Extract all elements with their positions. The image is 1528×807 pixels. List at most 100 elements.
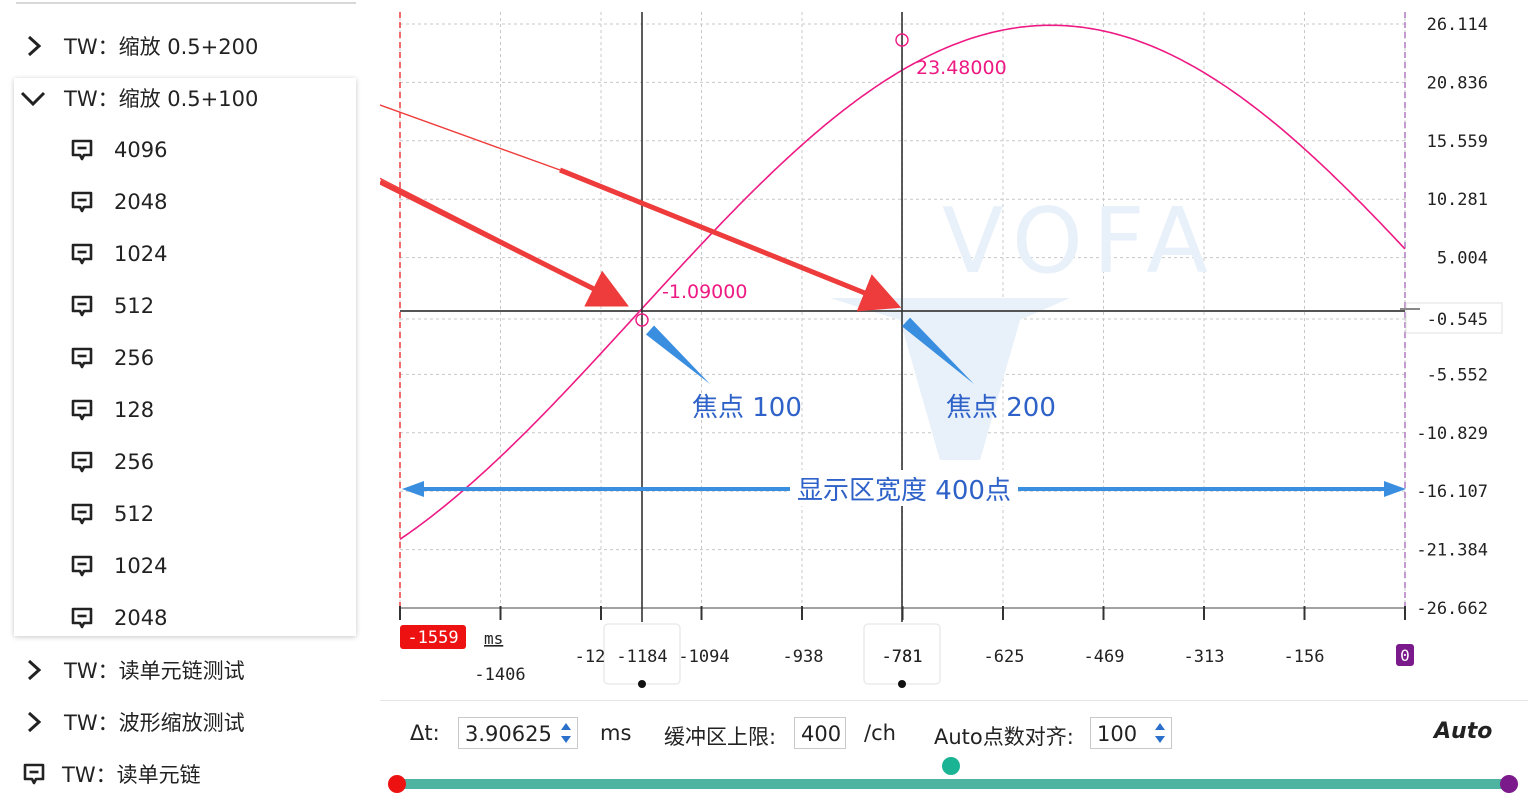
y-tick-label: -26.662 [1416, 599, 1488, 619]
y-tick-label: -0.545 [1427, 310, 1488, 330]
tree-node-label: TW：缩放 0.5+100 [64, 87, 259, 111]
y-tick-label: -21.384 [1416, 541, 1488, 561]
watermark-logo [830, 298, 1070, 460]
x-tick-label: -156 [1284, 647, 1325, 667]
bottom-toolbar: Δt: 3.90625 ms 缓冲区上限: 400 /ch Auto点数对齐: … [380, 700, 1528, 807]
align-spinner-icon[interactable] [1152, 717, 1168, 749]
x-start-badge [400, 625, 466, 649]
y-tick-label: -16.107 [1416, 482, 1488, 502]
x-tick-label: -313 [1184, 647, 1225, 667]
waveform-plot[interactable]: VOFA -1184 -781 26.114 20.836 15.559 10.281 5… [249, 0, 1528, 700]
align-label: Auto点数对齐: [934, 725, 1074, 749]
tree-leaf-label: 2048 [114, 606, 168, 630]
align-input[interactable]: 100 [1090, 717, 1172, 749]
message-icon [70, 190, 114, 214]
vofa-watermark: VOFA [830, 189, 1218, 460]
chevron-right-icon[interactable] [24, 711, 64, 733]
buffer-label: 缓冲区上限: [664, 725, 777, 749]
cursor-1-handle [638, 680, 646, 688]
tree-leaf-item[interactable]: 512 [70, 492, 154, 536]
tree-leaf-label: 128 [114, 398, 155, 422]
annotation-focus-200: 焦点 200 [946, 393, 1056, 423]
tree-node-read-chain[interactable]: TW：读单元链 [22, 752, 201, 796]
tree-leaf-item[interactable]: 1024 [70, 232, 167, 276]
range-slider-center-handle[interactable] [942, 757, 960, 775]
range-slider-track[interactable] [396, 779, 1510, 789]
message-icon [70, 294, 114, 318]
y-tick-label: 26.114 [1427, 15, 1488, 35]
dt-spinner-icon[interactable] [558, 717, 574, 749]
width-arrow-right-head [1384, 481, 1406, 497]
buffer-unit: /ch [864, 721, 896, 745]
annotation-focus-100: 焦点 100 [692, 393, 802, 423]
tree-leaf-item[interactable]: 2048 [70, 596, 167, 640]
tree-node-label: TW：缩放 0.5+200 [64, 35, 259, 59]
dt-input[interactable]: 3.90625 [458, 717, 578, 749]
message-icon [70, 346, 114, 370]
blue-arrow-focus-100 [645, 325, 710, 384]
tree-node-zoom-200[interactable]: TW：缩放 0.5+200 [24, 24, 258, 68]
marker-2-value: 23.48000 [916, 57, 1007, 79]
tree-leaf-label: 2048 [114, 190, 168, 214]
message-icon [70, 554, 114, 578]
tree-leaf-item[interactable]: 2048 [70, 180, 167, 224]
tree-leaf-label: 512 [114, 294, 155, 318]
tree-leaf-item[interactable]: 128 [70, 388, 154, 432]
range-slider-end-handle[interactable] [1500, 775, 1518, 793]
tree-node-waveform-zoom-test[interactable]: TW：波形缩放测试 [24, 700, 245, 744]
cursor-2-value: -781 [882, 647, 923, 667]
x-end-value: 0 [1400, 646, 1410, 665]
chevron-down-icon[interactable] [20, 89, 64, 107]
tree-leaf-item[interactable]: 1024 [70, 544, 167, 588]
dt-label: Δt: [410, 721, 440, 745]
divider [16, 2, 356, 4]
auto-button[interactable]: Auto [1434, 719, 1493, 744]
tree-node-read-chain-test[interactable]: TW：读单元链测试 [24, 648, 245, 692]
message-icon [70, 450, 114, 474]
blue-arrow-focus-200 [901, 317, 974, 384]
tree-leaf-item[interactable]: 256 [70, 336, 154, 380]
tree-leaf-item[interactable]: 4096 [70, 128, 167, 172]
range-slider-start-handle[interactable] [388, 775, 406, 793]
cursor-2-handle [898, 680, 906, 688]
tree-leaf-label: 4096 [114, 138, 168, 162]
cursor-layer[interactable]: -1184 -781 [603, 12, 941, 688]
y-tick-label: 20.836 [1427, 73, 1488, 93]
align-value: 100 [1097, 722, 1138, 746]
marker-1-value: -1.09000 [662, 281, 747, 303]
y-tick-label: -5.552 [1427, 365, 1488, 385]
tree-leaf-label: 512 [114, 502, 155, 526]
dt-value: 3.90625 [465, 722, 552, 746]
tree-node-zoom-100[interactable]: TW：缩放 0.5+100 [20, 76, 258, 120]
tree-node-label: TW：读单元链 [62, 763, 201, 787]
width-label-bg [790, 470, 1018, 506]
chevron-right-icon[interactable] [24, 35, 64, 57]
expanded-node-container [14, 78, 356, 636]
tree-leaf-label: 1024 [114, 554, 168, 578]
tree-leaf-label: 1024 [114, 242, 168, 266]
y-zero-badge [1405, 302, 1503, 334]
message-icon [70, 606, 114, 630]
message-icon [70, 138, 114, 162]
y-tick-label: 5.004 [1437, 249, 1488, 269]
x-tick-label-partial: -12 [575, 647, 606, 667]
tree-node-label: TW：读单元链测试 [64, 659, 245, 683]
dt-unit: ms [600, 721, 632, 745]
tree-leaf-label: 256 [114, 450, 155, 474]
red-arrow-focus-200-thin [249, 57, 561, 171]
tree-leaf-item[interactable]: 512 [70, 284, 154, 328]
message-icon [70, 502, 114, 526]
x-axis-ticks: -1094 -938 -781 -625 -469 -313 -156 -1406 -12 -15… [399, 606, 1414, 685]
x-start-value: -1559 [407, 628, 458, 648]
message-icon [22, 762, 62, 786]
x-tick-label: -1094 [678, 647, 729, 667]
chevron-right-icon[interactable] [24, 659, 64, 681]
y-tick-label: 10.281 [1427, 190, 1488, 210]
tree-leaf-item[interactable]: 256 [70, 440, 154, 484]
x-end-badge [1396, 644, 1414, 666]
watermark-text: VOFA [942, 189, 1218, 294]
tree-leaf-label: 256 [114, 346, 155, 370]
waveform-canvas[interactable]: VOFA -1184 -781 26.114 20.836 15.559 10.281 5… [249, 0, 1528, 700]
buffer-input[interactable]: 400 [794, 717, 846, 749]
y-tick-label: 15.559 [1427, 132, 1488, 152]
